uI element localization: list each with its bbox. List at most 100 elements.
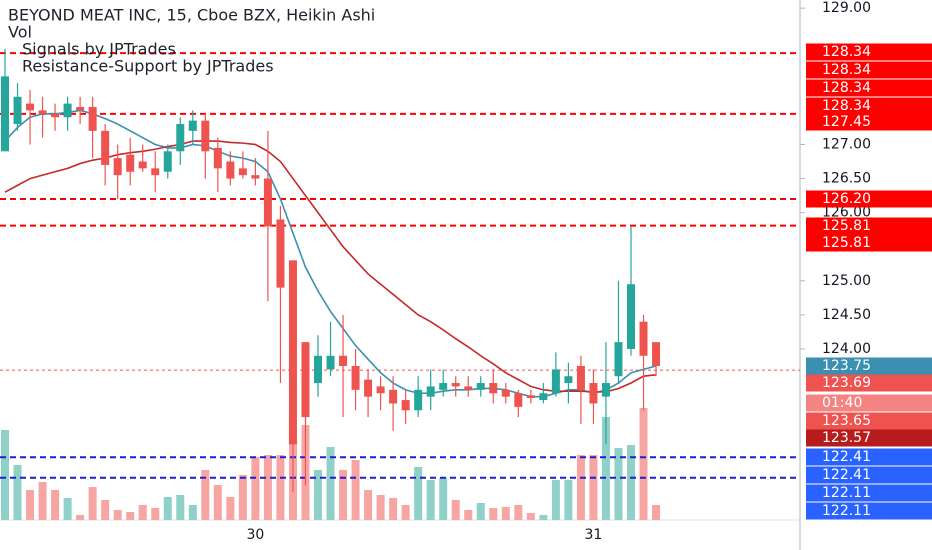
y-tick-label: 127.00 bbox=[822, 136, 871, 152]
volume-bar bbox=[126, 512, 135, 520]
volume-bar bbox=[276, 455, 285, 520]
candle-body bbox=[188, 120, 197, 131]
indicator: Vol bbox=[8, 23, 32, 42]
price-tag-label: 126.20 bbox=[822, 191, 871, 207]
price-tag bbox=[806, 79, 932, 97]
candle-body bbox=[389, 389, 398, 404]
candle-body bbox=[551, 369, 560, 394]
price-tag-label: 122.11 bbox=[822, 503, 871, 519]
candle-body bbox=[627, 284, 635, 349]
price-tag-label: 123.57 bbox=[822, 430, 871, 446]
candle-body bbox=[376, 386, 385, 394]
price-tag bbox=[806, 484, 932, 502]
candle-body bbox=[576, 365, 585, 390]
volume-bar bbox=[564, 480, 573, 520]
volume-bar bbox=[226, 497, 235, 520]
price-tag bbox=[806, 61, 932, 79]
price-tag bbox=[806, 217, 932, 235]
candle-body bbox=[489, 383, 498, 394]
moving-average bbox=[4, 109, 657, 398]
price-tag bbox=[806, 466, 932, 484]
candle-body bbox=[1, 76, 9, 152]
volume-bar bbox=[539, 515, 548, 520]
price-tag bbox=[806, 43, 932, 61]
candle-body bbox=[351, 365, 360, 390]
volume-bar bbox=[439, 478, 448, 520]
candle-body bbox=[451, 383, 460, 387]
volume-bar bbox=[351, 460, 360, 520]
volume-bar bbox=[426, 480, 435, 520]
candle-body bbox=[614, 342, 623, 377]
candle-body bbox=[151, 168, 160, 176]
candle-body bbox=[63, 103, 72, 118]
volume-bar bbox=[614, 448, 623, 520]
candle-body bbox=[564, 376, 573, 384]
price-tag-label: 122.11 bbox=[822, 485, 871, 501]
candle-body bbox=[113, 158, 122, 176]
candle-body bbox=[101, 130, 110, 165]
candle-body bbox=[426, 386, 435, 397]
plot bbox=[0, 49, 800, 520]
price-tag-label: 128.34 bbox=[822, 80, 871, 96]
y-tick-label: 126.50 bbox=[822, 171, 871, 187]
volume-bar bbox=[163, 497, 172, 520]
volume-bar bbox=[652, 505, 661, 520]
price-tag-label: 125.81 bbox=[822, 235, 871, 251]
price-tag bbox=[806, 502, 932, 520]
chart-title: BEYOND MEAT INC, 15, Cboe BZX, Heikin As… bbox=[8, 6, 375, 25]
candle-body bbox=[401, 400, 410, 411]
volume-bar bbox=[576, 455, 585, 520]
volume-bar bbox=[213, 485, 222, 520]
volume-bar bbox=[101, 500, 110, 520]
volume-bar bbox=[514, 505, 523, 520]
candle-body bbox=[51, 113, 60, 118]
volume-bar bbox=[314, 470, 322, 520]
volume-bar bbox=[464, 510, 473, 520]
price-tag-label: 01:40 bbox=[822, 395, 862, 411]
candle-body bbox=[13, 96, 22, 125]
y-tick-label: 124.50 bbox=[822, 307, 871, 323]
candle-body bbox=[38, 110, 47, 114]
volume-bar bbox=[113, 510, 122, 520]
candle-body bbox=[201, 120, 210, 152]
price-tag bbox=[806, 97, 932, 115]
volume-bar bbox=[326, 447, 335, 520]
candle-body bbox=[439, 383, 448, 390]
price-tag bbox=[806, 394, 932, 412]
candle-body bbox=[339, 355, 348, 366]
volume-bar bbox=[76, 515, 85, 520]
price-tag-label: 122.41 bbox=[822, 467, 871, 483]
price-tag bbox=[806, 448, 932, 466]
candle-body bbox=[589, 383, 598, 404]
candle-body bbox=[514, 393, 523, 407]
volume-bar bbox=[151, 508, 160, 520]
volume-bar bbox=[138, 505, 147, 520]
volume-bar bbox=[176, 495, 185, 520]
candle-body bbox=[238, 168, 247, 176]
y-tick-label: 126.00 bbox=[822, 205, 871, 221]
volume-bar bbox=[501, 507, 510, 520]
volume-bar bbox=[1, 430, 9, 520]
price-tag-label: 123.65 bbox=[822, 413, 871, 429]
candle-body bbox=[288, 260, 297, 445]
volume-bar bbox=[476, 503, 485, 520]
x-tick-label: 30 bbox=[246, 527, 264, 543]
candle-body bbox=[126, 154, 135, 172]
candle-body bbox=[226, 161, 235, 179]
volume-bar bbox=[251, 457, 260, 520]
moving-average bbox=[4, 140, 657, 393]
price-tag-label: 128.34 bbox=[822, 98, 871, 114]
price-tag-label: 122.41 bbox=[822, 449, 871, 465]
candle-body bbox=[526, 395, 535, 399]
y-tick-label: 125.00 bbox=[822, 273, 871, 289]
volume-bar bbox=[401, 505, 410, 520]
price-tag-label: 128.34 bbox=[822, 62, 871, 78]
volume-bar bbox=[38, 482, 47, 520]
price-tag-label: 128.34 bbox=[822, 44, 871, 60]
candle-body bbox=[76, 107, 85, 111]
price-tag bbox=[806, 374, 932, 392]
volume-bar bbox=[414, 467, 423, 520]
candle-body bbox=[652, 342, 661, 366]
